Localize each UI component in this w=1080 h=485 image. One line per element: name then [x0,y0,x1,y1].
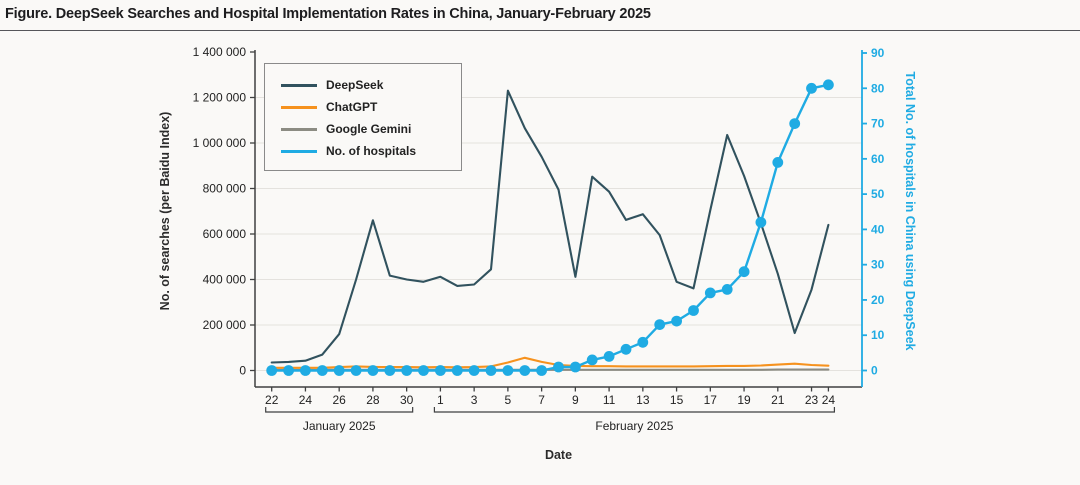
legend-label-chatgpt: ChatGPT [326,100,378,114]
right-tick-label: 50 [871,187,885,201]
legend-item-hospitals: No. of hospitals [281,140,451,162]
x-tick-label: 19 [737,393,751,407]
hospital-dot [300,365,311,376]
hospital-dot [485,365,497,376]
x-tick-label: 28 [366,393,380,407]
hospital-dot [401,365,413,376]
hospital-dot [502,365,514,376]
x-axis-title: Date [545,448,572,462]
hospital-dot [367,365,379,376]
x-tick-label: 11 [603,393,616,407]
hospital-dot [384,365,396,376]
hospital-dot [333,365,345,376]
left-axis-title: No. of searches (per Baidu Index) [158,112,172,311]
hospital-dot [688,305,699,316]
deepseek-line [270,89,830,364]
hospital-dot [418,365,429,376]
hospital-dot [316,365,328,376]
legend-item-chatgpt: ChatGPT [281,96,451,118]
hospital-dot [755,216,767,228]
hospital-dot [603,351,615,362]
hospital-dot [586,354,598,366]
hospital-dot [553,361,564,373]
february-2025-bracket [433,407,836,413]
hospital-dots [266,79,834,376]
hospital-dot [823,79,834,91]
hospital-dot [536,365,547,376]
x-tick-label: 3 [471,393,478,407]
x-tick-label: 26 [333,393,347,407]
legend-swatch-google-gemini [281,127,317,131]
hospital-dot [772,157,784,168]
x-tick-label: 7 [538,393,545,407]
hospital-dot [738,266,750,278]
right-tick-label: 40 [871,222,885,236]
hospital-dot [654,319,666,330]
left-tick-label: 200 000 [203,318,247,332]
hospital-dot [451,365,463,376]
hospital-dot [435,365,446,376]
left-tick-label: 1 400 000 [193,45,247,59]
legend-label-google-gemini: Google Gemini [326,122,412,136]
hospital-dot [671,315,682,327]
legend-item-deepseek: DeepSeek [281,74,451,96]
left-tick-label: 600 000 [203,227,247,241]
x-tick-label: 17 [704,393,718,407]
x-tick-label: 22 [265,393,279,407]
chatgpt-line [270,356,830,369]
x-tick-label: 1 [437,393,444,407]
x-tick-label: 13 [636,393,650,407]
february-2025-label: February 2025 [595,419,673,433]
hospital-dot [620,343,632,355]
hospital-dot [704,287,716,299]
chart-legend: DeepSeek ChatGPT Google Gemini No. of ho… [264,63,462,171]
legend-swatch-hospitals [281,149,317,153]
x-tick-label: 30 [400,393,414,407]
legend-label-deepseek: DeepSeek [326,78,384,92]
x-tick-label: 5 [505,393,512,407]
left-tick-label: 1 200 000 [193,91,247,105]
hospital-dot [468,365,480,376]
right-tick-label: 10 [871,328,885,342]
no-of-hospitals-line [270,83,830,372]
x-tick-label: 21 [771,393,785,407]
figure-title: Figure. DeepSeek Searches and Hospital I… [5,6,651,22]
left-tick-label: 1 000 000 [193,136,247,150]
x-tick-label: 23 [805,393,819,407]
hospital-dot [637,336,649,348]
legend-swatch-chatgpt [281,105,317,109]
legend-label-hospitals: No. of hospitals [326,144,416,158]
hospital-dot [350,365,362,376]
x-tick-label: 9 [572,393,579,407]
legend-swatch-deepseek [281,83,317,87]
left-tick-label: 800 000 [203,182,247,196]
right-tick-label: 80 [871,81,885,95]
right-tick-label: 70 [871,117,885,131]
hospital-dot [721,284,733,295]
x-tick-label: 24 [822,393,836,407]
x-tick-label: 24 [299,393,313,407]
x-tick-label: 15 [670,393,684,407]
axes: 0 200 000 400 000 600 000 800 000 1 000 000 1 … [158,45,917,462]
right-tick-label: 0 [871,364,878,378]
right-tick-label: 90 [871,46,885,60]
right-tick-label: 60 [871,152,885,166]
hospital-dot [519,365,531,376]
legend-item-google-gemini: Google Gemini [281,118,451,140]
hospital-dot [283,365,294,376]
left-tick-label: 400 000 [203,273,247,287]
title-rule [0,30,1080,31]
right-axis-title: Total No. of hospitals in China using De… [903,72,917,351]
right-tick-label: 30 [871,258,885,272]
hospital-dot [789,118,801,129]
january-2025-label: January 2025 [303,419,376,433]
hospital-dot [806,82,817,94]
january-2025-bracket [265,407,414,413]
left-tick-label: 0 [239,364,246,378]
hospital-dot [570,361,581,373]
hospital-dot [266,365,278,376]
right-tick-label: 20 [871,293,885,307]
